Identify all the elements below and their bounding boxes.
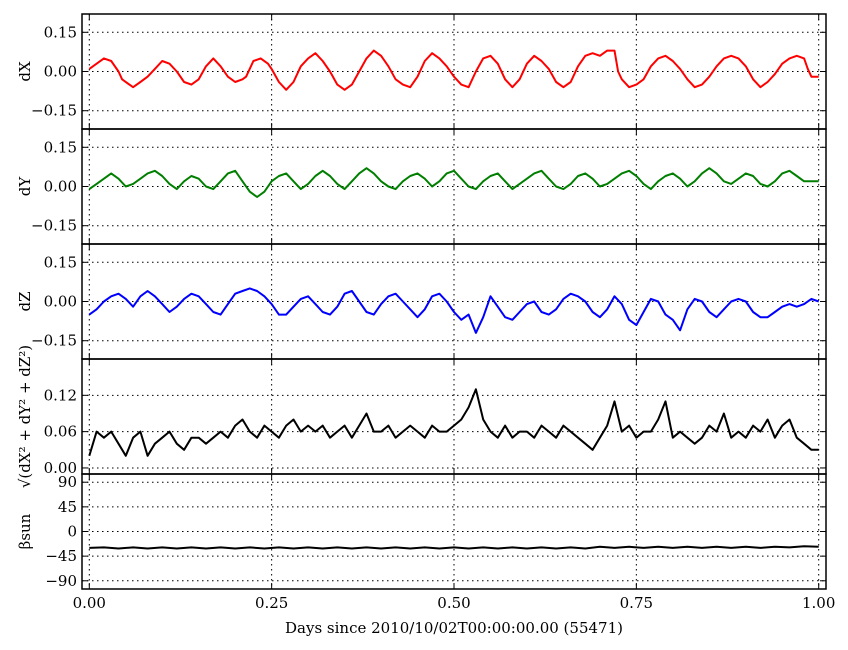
y-tick-label: 45 bbox=[58, 498, 77, 516]
panels-group: 0.15 0.00 −0.15 dX 0.15 0.00 −0.15 dY 0.15 0.00 −0… bbox=[16, 13, 827, 590]
y-tick-label: 0.12 bbox=[44, 386, 77, 404]
x-axis-label: Days since 2010/10/02T00:00:00.00 (55471… bbox=[285, 619, 623, 637]
x-tick-label: 0.75 bbox=[620, 594, 653, 612]
x-tick-label: 0.25 bbox=[255, 594, 288, 612]
y-axis-label: dX bbox=[16, 61, 34, 82]
y-tick-label: −90 bbox=[45, 572, 77, 590]
y-tick-label: 0.15 bbox=[44, 253, 77, 271]
panel-frame bbox=[81, 243, 827, 360]
y-tick-label: 0.15 bbox=[44, 138, 77, 156]
panel-3: 0.15 0.00 −0.15 dZ bbox=[16, 243, 827, 360]
y-axis-label: βsun bbox=[16, 513, 34, 549]
panel-5: 90 45 0 −45 −90 βsun bbox=[16, 473, 827, 590]
panel-frame bbox=[81, 128, 827, 245]
series-line-5 bbox=[89, 545, 819, 550]
y-tick-label: 0.00 bbox=[44, 459, 77, 477]
y-tick-label: −0.15 bbox=[31, 102, 77, 120]
panel-frame bbox=[81, 473, 827, 590]
y-tick-label: 0 bbox=[67, 523, 77, 541]
y-axis-label: √(dX² + dY² + dZ²) bbox=[16, 345, 34, 488]
x-tick-labels: 0.00 0.25 0.50 0.75 1.00 bbox=[73, 594, 836, 612]
x-tick-label: 0.50 bbox=[437, 594, 470, 612]
series-line-4 bbox=[88, 388, 819, 457]
y-tick-label: 0.06 bbox=[44, 423, 77, 441]
series-line-3 bbox=[88, 287, 820, 334]
x-tick-label: 0.00 bbox=[73, 594, 106, 612]
y-tick-label: −45 bbox=[45, 547, 77, 565]
series-line-2 bbox=[88, 167, 819, 198]
panel-frame bbox=[81, 13, 827, 130]
y-tick-label: −0.15 bbox=[31, 332, 77, 350]
panel-2: 0.15 0.00 −0.15 dY bbox=[16, 128, 827, 245]
y-tick-label: 0.15 bbox=[44, 23, 77, 41]
y-axis-label: dY bbox=[16, 176, 34, 197]
y-axis-label: dZ bbox=[16, 291, 34, 311]
y-tick-label: 90 bbox=[58, 473, 77, 491]
panel-4: 0.12 0.06 0.00 √(dX² + dY² + dZ²) bbox=[16, 345, 827, 488]
y-tick-label: 0.00 bbox=[44, 63, 77, 81]
panel-1: 0.15 0.00 −0.15 dX bbox=[16, 13, 827, 130]
y-tick-label: 0.00 bbox=[44, 178, 77, 196]
series-line-1 bbox=[88, 49, 819, 91]
panel-frame bbox=[81, 358, 827, 475]
y-tick-label: −0.15 bbox=[31, 217, 77, 235]
y-tick-label: 0.00 bbox=[44, 293, 77, 311]
x-tick-label: 1.00 bbox=[802, 594, 835, 612]
